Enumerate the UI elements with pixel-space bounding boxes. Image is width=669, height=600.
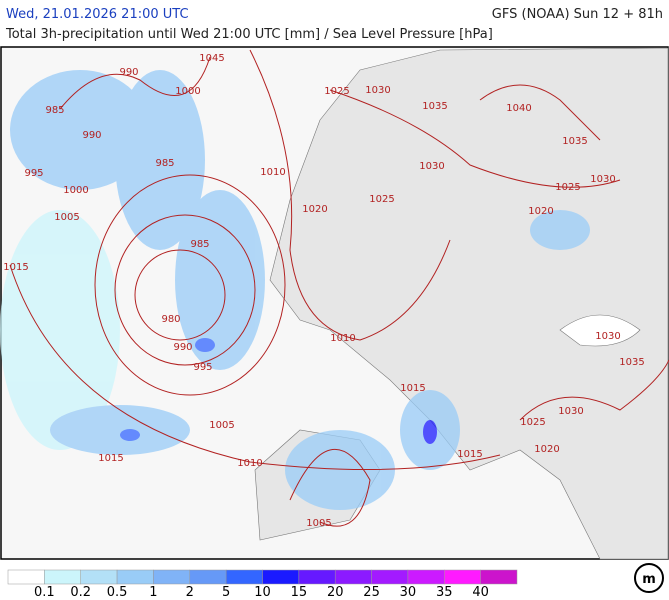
- isobar: [479, 84, 601, 141]
- isobar-label: 985: [190, 239, 209, 250]
- isobar-label: 1020: [528, 206, 553, 217]
- legend-label: 0.1: [34, 585, 55, 600]
- sea: [559, 314, 641, 347]
- legend-swatch: [407, 569, 445, 585]
- isobar-label: 1015: [400, 383, 425, 394]
- precip-core: [195, 338, 215, 352]
- isobar-label: 1035: [619, 357, 644, 368]
- isobar-label: 1010: [237, 458, 262, 469]
- isobar-label: 980: [161, 314, 180, 325]
- precip-area: [0, 210, 120, 450]
- precip-core: [423, 420, 437, 444]
- logo-ring: [634, 563, 664, 593]
- legend-label: 15: [291, 585, 308, 600]
- legend-label: 2: [186, 585, 194, 600]
- isobar-label: 1000: [175, 86, 200, 97]
- legend-label: 10: [254, 585, 271, 600]
- logo: m: [642, 572, 656, 587]
- isobar-label: 1005: [54, 212, 79, 223]
- legend-label: 30: [400, 585, 417, 600]
- legend-label: 0.5: [107, 585, 128, 600]
- legend-swatch: [189, 569, 227, 585]
- legend-swatch: [334, 569, 372, 585]
- isobar-label: 985: [155, 158, 174, 169]
- isobar-label: 1005: [209, 420, 234, 431]
- legend-swatch: [371, 569, 409, 585]
- isobar: [9, 264, 501, 471]
- isobars: [9, 49, 669, 527]
- legend-swatch: [262, 569, 300, 585]
- precip-area: [115, 70, 205, 250]
- subtitle: Total 3h-precipitation until Wed 21:00 U…: [5, 27, 493, 42]
- isobar-label: 1035: [422, 101, 447, 112]
- precip-area: [285, 430, 395, 510]
- isobar-label: 1030: [419, 161, 444, 172]
- precip-area: [530, 210, 590, 250]
- precip-area: [175, 190, 265, 370]
- isobar: [329, 89, 621, 188]
- land: [269, 47, 669, 560]
- isobar-label: 995: [193, 362, 212, 373]
- precip-area: [50, 405, 190, 455]
- legend-label: 40: [472, 585, 489, 600]
- isobar-label: 1010: [260, 167, 285, 178]
- legend-label: 5: [222, 585, 230, 600]
- isobar-label: 1035: [562, 136, 587, 147]
- isobar-label: 1020: [302, 204, 327, 215]
- legend-label: 0.2: [70, 585, 91, 600]
- isobar-label: 995: [24, 168, 43, 179]
- isobar-label: 1015: [98, 453, 123, 464]
- isobar-label: 990: [82, 130, 101, 141]
- legend-swatch: [480, 569, 518, 585]
- isobar-label: 1025: [369, 194, 394, 205]
- isobar-label: 990: [173, 342, 192, 353]
- legend-label: 35: [436, 585, 453, 600]
- isobar-label: 1030: [595, 331, 620, 342]
- isobar-label: 1020: [534, 444, 559, 455]
- isobar: [59, 56, 211, 110]
- isobar-label: 990: [119, 67, 138, 78]
- isobar-label: 1025: [520, 417, 545, 428]
- isobar-label: 1030: [365, 85, 390, 96]
- isobar-label: 985: [45, 105, 64, 116]
- legend: 0.1 0.2 0.5 1 2 5 10 15 20 25 30 35 40: [7, 569, 518, 600]
- isobar: [134, 249, 226, 341]
- legend-swatch: [7, 569, 45, 585]
- isobar-label: 1025: [555, 182, 580, 193]
- legend-swatch: [80, 569, 118, 585]
- isobar: [249, 49, 451, 341]
- isobar: [289, 448, 371, 527]
- isobar: [519, 359, 669, 421]
- datetime: Wed, 21.01.2026 21:00 UTC: [6, 7, 189, 22]
- isobar: [94, 174, 286, 396]
- legend-swatch: [116, 569, 154, 585]
- legend-swatch: [153, 569, 191, 585]
- isobar-label: 1030: [590, 174, 615, 185]
- isobar-label: 1040: [506, 103, 531, 114]
- legend-swatch: [225, 569, 263, 585]
- isobar-label: 1015: [3, 262, 28, 273]
- map: [0, 46, 669, 560]
- isobar-label: 1025: [324, 86, 349, 97]
- legend-label: 25: [363, 585, 380, 600]
- legend-label: 20: [327, 585, 344, 600]
- isobar-label: 1045: [199, 53, 224, 64]
- model-run: GFS (NOAA) Sun 12 + 81h: [492, 7, 663, 22]
- isobar-label: 1005: [306, 518, 331, 529]
- isobar-label: 1000: [63, 185, 88, 196]
- precip-core: [120, 429, 140, 441]
- isobar-label: 1010: [330, 333, 355, 344]
- isobar-label: 1030: [558, 406, 583, 417]
- legend-swatch: [44, 569, 81, 585]
- legend-label: 1: [149, 585, 157, 600]
- legend-swatch: [298, 569, 336, 585]
- isobar-label: 1015: [457, 449, 482, 460]
- legend-swatch: [444, 569, 481, 585]
- isobar: [114, 214, 256, 366]
